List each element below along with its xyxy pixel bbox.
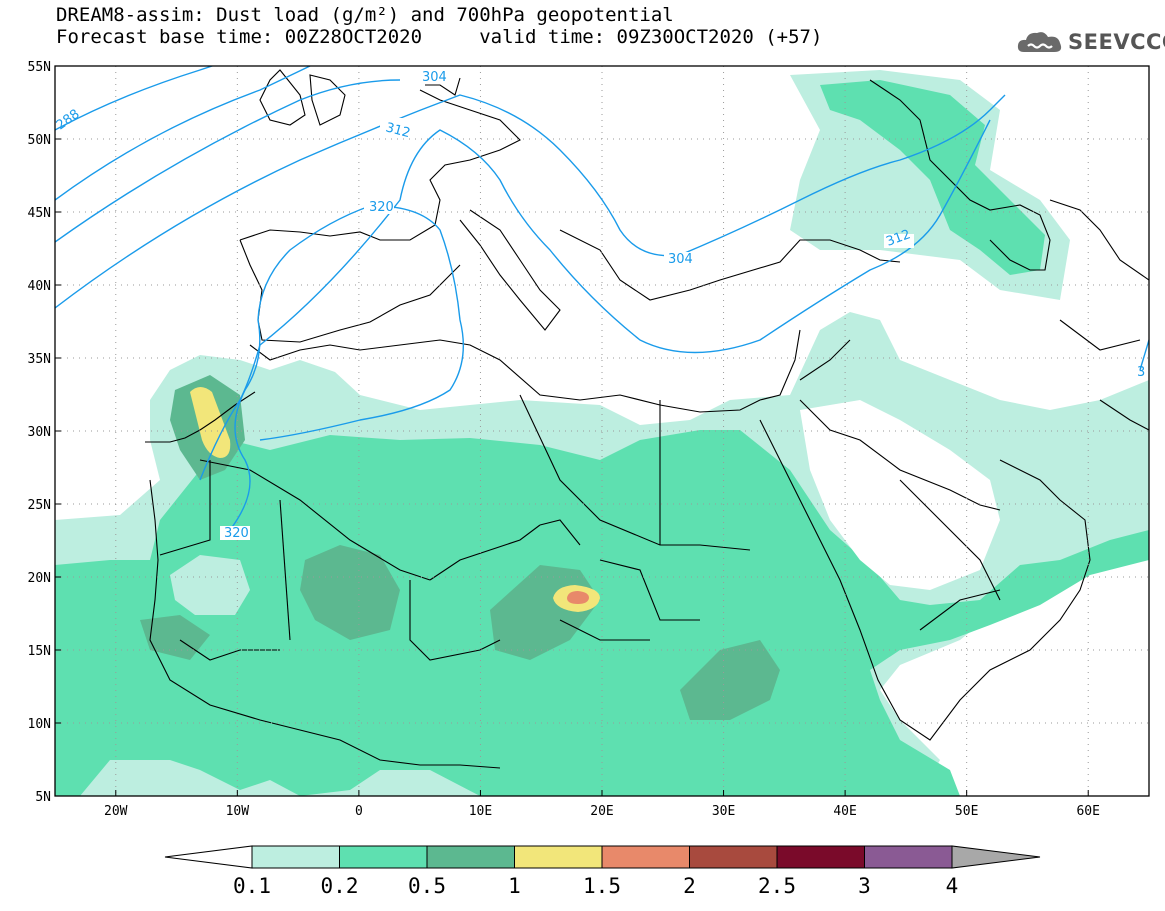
colorbar-swatch bbox=[339, 845, 428, 869]
lat-tick-label: 40N bbox=[28, 279, 51, 294]
lat-tick-label: 45N bbox=[28, 206, 51, 221]
contour-296-a bbox=[55, 66, 311, 201]
colorbar-label: 2.5 bbox=[758, 874, 796, 898]
graticule bbox=[55, 66, 1149, 796]
contour-288 bbox=[55, 66, 215, 131]
contour-label-320: 320 bbox=[369, 200, 394, 215]
longitude-axis: 20W 10W 0 10E 20E 30E 40E 50E 60E bbox=[104, 790, 1100, 819]
contour-304 bbox=[55, 94, 1006, 309]
lat-tick-label: 15N bbox=[28, 644, 51, 659]
colorbar-label: 0.5 bbox=[408, 874, 446, 898]
dust-gap-arabia bbox=[800, 400, 1000, 590]
dust-level-0.2-east bbox=[820, 80, 1045, 275]
contour-label-304: 304 bbox=[422, 70, 447, 85]
lon-tick-label: 30E bbox=[712, 804, 735, 819]
colorbar-swatch bbox=[514, 845, 603, 869]
brand-name: SEEVCCC bbox=[1068, 30, 1165, 54]
contour-labels: 288 304 312 320 312 304 320 3 bbox=[54, 70, 1145, 541]
lat-tick-label: 35N bbox=[28, 352, 51, 367]
colorbar-swatch bbox=[864, 845, 953, 869]
colorbar-swatch bbox=[689, 845, 778, 869]
dust-gap-westsahara bbox=[170, 555, 250, 615]
contour-label-312: 312 bbox=[384, 120, 412, 141]
lat-tick-label: 5N bbox=[35, 790, 51, 805]
colorbar-swatch bbox=[251, 845, 340, 869]
lon-tick-label: 0 bbox=[355, 804, 363, 819]
seevccc-logo: SEEVCCC bbox=[1016, 28, 1165, 56]
lon-tick-label: 40E bbox=[833, 804, 856, 819]
lon-tick-label: 60E bbox=[1076, 804, 1099, 819]
map-title: DREAM8-assim: Dust load (g/m²) and 700hP… bbox=[56, 4, 674, 26]
dust-level-0.5-c bbox=[680, 640, 780, 720]
colorbar-label: 1 bbox=[508, 874, 521, 898]
colorbar-label: 0.1 bbox=[233, 874, 271, 898]
latitude-axis: 55N 50N 45N 40N 35N 30N 25N 20N 15N 10N 5N bbox=[28, 60, 61, 805]
colorbar-label: 2 bbox=[683, 874, 696, 898]
colorbar-label: 1.5 bbox=[583, 874, 621, 898]
colorbar-label: 0.2 bbox=[321, 874, 359, 898]
lon-tick-label: 10W bbox=[226, 804, 250, 819]
lon-tick-label: 50E bbox=[955, 804, 978, 819]
contour-296-b bbox=[55, 79, 401, 243]
dust-level-1-morocco bbox=[190, 387, 231, 458]
colorbar-label: 4 bbox=[946, 874, 959, 898]
colorbar: 0.1 0.2 0.5 1 1.5 2 2.5 3 4 bbox=[164, 845, 1041, 898]
lat-tick-label: 10N bbox=[28, 717, 51, 732]
contour-label-304-east: 304 bbox=[668, 252, 693, 267]
lon-tick-label: 10E bbox=[469, 804, 492, 819]
contour-320-east bbox=[1139, 339, 1149, 371]
contour-label-3: 3 bbox=[1137, 365, 1145, 380]
forecast-times: Forecast base time: 00Z28OCT2020 valid t… bbox=[56, 26, 823, 48]
colorbar-swatch bbox=[776, 845, 865, 869]
colorbar-label: 3 bbox=[858, 874, 871, 898]
lon-tick-label: 20E bbox=[590, 804, 613, 819]
contour-312 bbox=[199, 119, 991, 481]
lat-tick-label: 25N bbox=[28, 498, 51, 513]
contour-label-320-south: 320 bbox=[224, 526, 249, 541]
dust-level-1.5-chad bbox=[567, 591, 589, 604]
colorbar-swatch bbox=[426, 845, 515, 869]
colorbar-swatch bbox=[601, 845, 690, 869]
lat-tick-label: 55N bbox=[28, 60, 51, 75]
lon-tick-label: 20W bbox=[104, 804, 128, 819]
colorbar-low-arrow bbox=[164, 845, 253, 869]
dust-level-0.5-a bbox=[300, 545, 400, 640]
lat-tick-label: 20N bbox=[28, 571, 51, 586]
cloud-logo-icon bbox=[1017, 32, 1062, 52]
colorbar-high-arrow bbox=[951, 845, 1041, 869]
lat-tick-label: 50N bbox=[28, 133, 51, 148]
lat-tick-label: 30N bbox=[28, 425, 51, 440]
